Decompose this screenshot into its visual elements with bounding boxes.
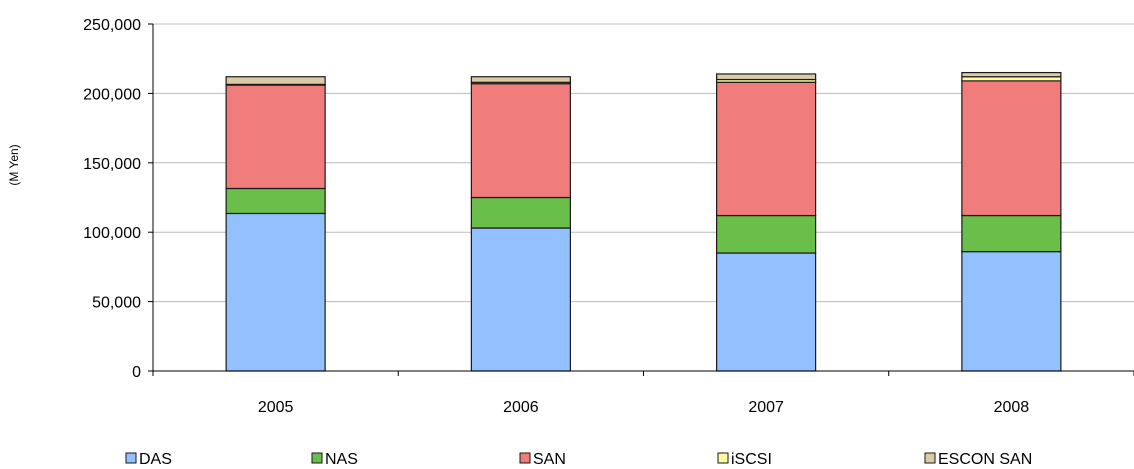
legend-swatch [519, 452, 531, 464]
legend-item-das: DAS [125, 451, 172, 468]
bar-segment-nas [961, 214, 1062, 253]
y-tick-label: 200,000 [83, 86, 141, 103]
legend-label: NAS [325, 451, 358, 468]
bar-segment-escon-san [225, 76, 326, 85]
legend-item-escon-san: ESCON SAN [924, 451, 1032, 468]
bar-segment-escon-san [716, 73, 817, 81]
bar-segment-escon-san [470, 76, 571, 83]
y-axis-label: (M Yen) [7, 144, 21, 185]
bar-stacks [225, 71, 1062, 372]
legend-item-san: SAN [519, 451, 566, 468]
bar-segment-das [470, 227, 571, 372]
x-tick-label: 2008 [994, 399, 1030, 416]
legend-label: SAN [533, 451, 566, 468]
bar-segment-nas [225, 187, 326, 215]
legend-swatch [125, 452, 137, 464]
bar-segment-das [225, 212, 326, 372]
bar-segment-das [961, 251, 1062, 372]
legend-label: ESCON SAN [938, 451, 1032, 468]
legend-item-nas: NAS [311, 451, 358, 468]
legend-label: iSCSI [731, 451, 772, 468]
y-tick-label: 150,000 [83, 156, 141, 173]
y-tick-label: 250,000 [83, 17, 141, 34]
y-axis-ticks: 0 50,000 100,000 150,000 200,000 250,000 [83, 17, 153, 381]
bar-segment-san [225, 84, 326, 190]
legend: DAS NAS SAN iSCSI ESCON SAN [125, 451, 1032, 468]
legend-swatch [717, 452, 729, 464]
legend-label: DAS [139, 451, 172, 468]
bar-stack-2006 [470, 76, 571, 372]
bar-stack-2005 [225, 76, 326, 372]
bar-segment-iscsi [961, 76, 1062, 82]
x-tick-label: 2006 [503, 399, 539, 416]
bar-segment-nas [470, 196, 571, 229]
bar-segment-das [716, 252, 817, 372]
bar-segment-san [470, 83, 571, 199]
bar-stack-2008 [961, 71, 1062, 372]
legend-item-iscsi: iSCSI [717, 451, 772, 468]
y-tick-label: 100,000 [83, 225, 141, 242]
legend-swatch [311, 452, 323, 464]
x-tick-label: 2007 [748, 399, 784, 416]
bar-segment-escon-san [961, 71, 1062, 78]
legend-swatch [924, 452, 936, 464]
x-axis-ticks: 2005 2006 2007 2008 [152, 371, 1134, 416]
y-tick-label: 50,000 [92, 295, 141, 312]
bar-segment-san [716, 81, 817, 217]
bar-stack-2007 [716, 73, 817, 372]
bar-segment-san [961, 80, 1062, 217]
bar-segment-nas [716, 214, 817, 254]
y-tick-label: 0 [132, 364, 141, 381]
x-tick-label: 2005 [258, 399, 294, 416]
